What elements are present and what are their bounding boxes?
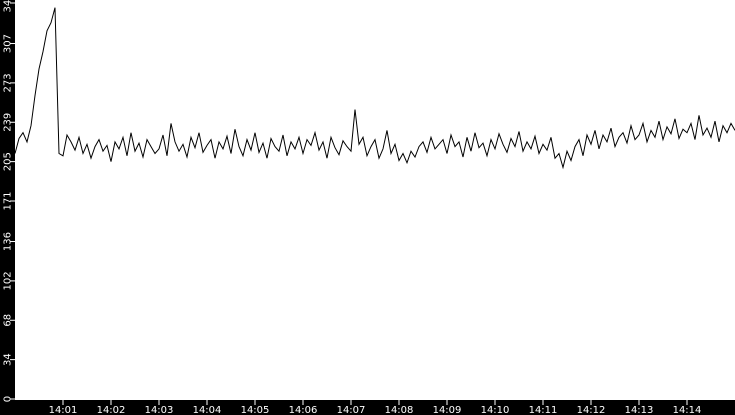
x-tick-label: 14:08	[385, 405, 414, 415]
series-line	[14, 7, 735, 170]
x-tick-label: 14:02	[97, 405, 126, 415]
y-tick-label: 136	[3, 232, 14, 251]
x-tick-label: 14:03	[145, 405, 174, 415]
y-tick-label: 273	[3, 73, 14, 92]
x-axis: 14:01 14:02 14:03 14:04 14:05 14:06 14:07 14:08…	[49, 400, 702, 415]
y-tick-label: 0	[3, 396, 14, 402]
x-tick-label: 14:06	[289, 405, 318, 415]
y-tick-label: 68	[3, 314, 14, 327]
y-tick-label: 34	[3, 353, 14, 366]
x-tick-label: 14:11	[529, 405, 558, 415]
x-tick-label: 14:07	[337, 405, 366, 415]
y-axis: 0 34 68 102 136 171 205 239 273 307 342	[3, 0, 15, 402]
plot-area	[15, 0, 735, 400]
x-tick-label: 14:04	[193, 405, 222, 415]
y-tick-label: 342	[3, 0, 14, 13]
x-tick-label: 14:05	[241, 405, 270, 415]
x-tick-label: 14:13	[625, 405, 654, 415]
x-tick-label: 14:12	[577, 405, 606, 415]
x-tick-label: 14:09	[433, 405, 462, 415]
y-tick-label: 307	[3, 34, 14, 53]
x-tick-label: 14:10	[481, 405, 510, 415]
x-tick-label: 14:01	[49, 405, 78, 415]
y-tick-label: 205	[3, 152, 14, 171]
x-tick-label: 14:14	[673, 405, 702, 415]
y-tick-label: 102	[3, 271, 14, 290]
y-tick-label: 171	[3, 191, 14, 210]
y-tick-label: 239	[3, 113, 14, 132]
